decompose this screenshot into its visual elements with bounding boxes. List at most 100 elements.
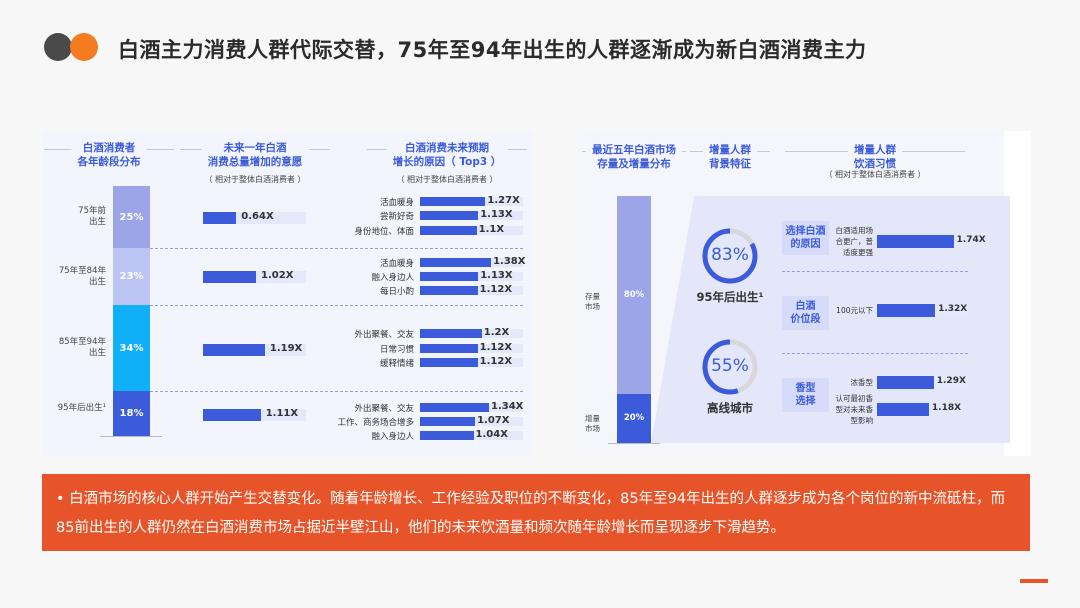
age-group-label: 75年前 出生	[78, 206, 106, 227]
reason-value: 1.12X	[479, 284, 513, 295]
reason-label: 融入身边人	[371, 432, 414, 442]
reason-value: 1.13X	[480, 270, 513, 281]
header-incremental-profile: 增量人群 背景特征	[703, 143, 757, 171]
header-drinking-habits: 增量人群 饮酒习惯	[848, 143, 902, 171]
donut-fill	[702, 228, 758, 284]
reason-value: 1.04X	[475, 429, 508, 440]
reason-label: 活血暖身	[379, 198, 414, 208]
logo-circle-orange	[70, 33, 98, 61]
reason-value: 1.12X	[479, 356, 513, 367]
habit-value: 1.74X	[956, 235, 986, 245]
donut-value: 55%	[711, 356, 749, 376]
habit-category: 白酒 价位段	[782, 296, 829, 330]
age-share-segment: 25%	[113, 186, 150, 248]
header-age-distribution: 白酒消费者 各年龄段分布	[71, 141, 147, 169]
group-divider	[150, 305, 523, 306]
reason-label: 日常习惯	[379, 345, 414, 355]
group-divider	[150, 248, 523, 249]
habit-bar	[877, 304, 936, 317]
age-group-label: 75年至84年 出生	[58, 265, 106, 287]
reason-bar	[420, 211, 479, 220]
reason-label: 融入身边人	[371, 273, 414, 283]
intent-value: 1.02X	[261, 270, 294, 281]
reason-bar	[420, 286, 478, 295]
intent-bar	[203, 212, 237, 224]
habit-value: 1.18X	[931, 403, 962, 413]
age-group-label: 95年后出生¹	[57, 402, 106, 413]
donut-caption: 95年后出生¹	[696, 290, 764, 304]
intent-value: 1.11X	[265, 408, 299, 419]
category-divider	[782, 271, 968, 272]
reason-bar	[420, 417, 476, 426]
reason-bar	[420, 197, 486, 206]
incremental-market-label: 增量 市场	[585, 414, 600, 433]
header-drinking-habits-subtitle: （ 相对于整体白酒消费者 ）	[824, 170, 926, 179]
reason-bar	[420, 226, 477, 235]
header-consumption-intent-subtitle: （ 相对于整体白酒消费者 ）	[204, 175, 306, 184]
habit-item-label: 白酒适用场 合更广，普 适度更强	[835, 225, 874, 257]
age-group-label: 85年至94年 出生	[58, 337, 106, 358]
donut-value: 83%	[711, 245, 749, 265]
reason-value: 1.07X	[477, 415, 510, 426]
intent-bar	[203, 409, 261, 421]
reason-value: 1.27X	[487, 195, 520, 206]
logo-circle-dark	[44, 33, 72, 61]
reason-bar	[420, 358, 478, 367]
intent-value: 1.19X	[269, 343, 303, 354]
header-consumption-intent: 未来一年白酒 消费总量增加的意愿	[201, 141, 309, 169]
header-growth-reasons-subtitle: （ 相对于整体白酒消费者 ）	[396, 175, 498, 184]
donut-caption: 高线城市	[707, 401, 753, 415]
reason-label: 活血暖身	[379, 259, 414, 269]
donut-chart	[702, 228, 758, 284]
habit-bar	[877, 376, 934, 389]
reason-label: 工作、商务场合增多	[337, 418, 414, 428]
reason-label: 尝新好奇	[379, 212, 414, 222]
page-accent-bar	[1020, 579, 1048, 583]
habit-value: 1.32X	[938, 304, 968, 314]
habit-value: 1.29X	[936, 376, 966, 386]
reason-value: 1.12X	[479, 342, 513, 353]
habit-bar	[877, 403, 929, 416]
axis-baseline	[608, 443, 660, 444]
age-share-segment: 34%	[113, 305, 150, 391]
habit-category: 香型 选择	[782, 378, 829, 412]
reason-bar	[420, 272, 479, 281]
reason-label: 外出聚餐、交友	[354, 404, 414, 414]
group-divider	[150, 391, 523, 392]
age-share-segment: 18%	[113, 391, 150, 436]
age-share-segment: 23%	[113, 248, 150, 305]
reason-value: 1.1X	[478, 224, 505, 235]
habit-category: 选择白酒 的原因	[782, 221, 829, 255]
habit-item-label: 浓香型	[850, 377, 874, 387]
reason-value: 1.13X	[480, 209, 513, 220]
habit-item-label: 认可最初香 型对未来香 型影响	[835, 393, 874, 425]
reason-bar	[420, 258, 492, 267]
intent-value: 0.64X	[241, 211, 274, 222]
page-title: 白酒主力消费人群代际交替，75年至94年出生的人群逐渐成为新白酒消费主力	[118, 38, 867, 62]
intent-bar	[203, 344, 265, 356]
donut-chart	[702, 339, 758, 395]
reason-bar	[420, 403, 489, 412]
incremental-market-bar: 20%	[617, 393, 651, 443]
reason-label: 缓释情绪	[379, 359, 414, 369]
category-divider	[782, 353, 968, 354]
habit-item-label: 100元以下	[836, 305, 873, 315]
stock-market-label: 存量 市场	[585, 292, 600, 311]
reason-label: 外出聚餐、交友	[354, 330, 414, 340]
reason-value: 1.38X	[493, 256, 526, 267]
header-market-distribution: 最近五年白酒市场 存量及增量分布	[586, 143, 682, 171]
reason-value: 1.34X	[491, 401, 524, 412]
reason-label: 身份地位、体面	[354, 227, 414, 237]
reason-bar	[420, 431, 474, 440]
summary-banner: • 白酒市场的核心人群开始产生交替变化。随着年龄增长、工作经验及职位的不断变化，…	[42, 474, 1030, 551]
habit-bar	[877, 235, 954, 248]
axis-baseline	[100, 436, 162, 437]
stock-market-bar: 80%	[617, 196, 651, 394]
reason-bar	[420, 344, 478, 353]
reason-label: 每日小酌	[379, 287, 414, 297]
donut-fill	[702, 339, 758, 395]
intent-bar	[203, 271, 257, 283]
header-growth-reasons: 白酒消费未来预期 增长的原因（ Top3 ）	[386, 141, 508, 169]
reason-value: 1.2X	[483, 327, 510, 338]
reason-bar	[420, 329, 482, 338]
